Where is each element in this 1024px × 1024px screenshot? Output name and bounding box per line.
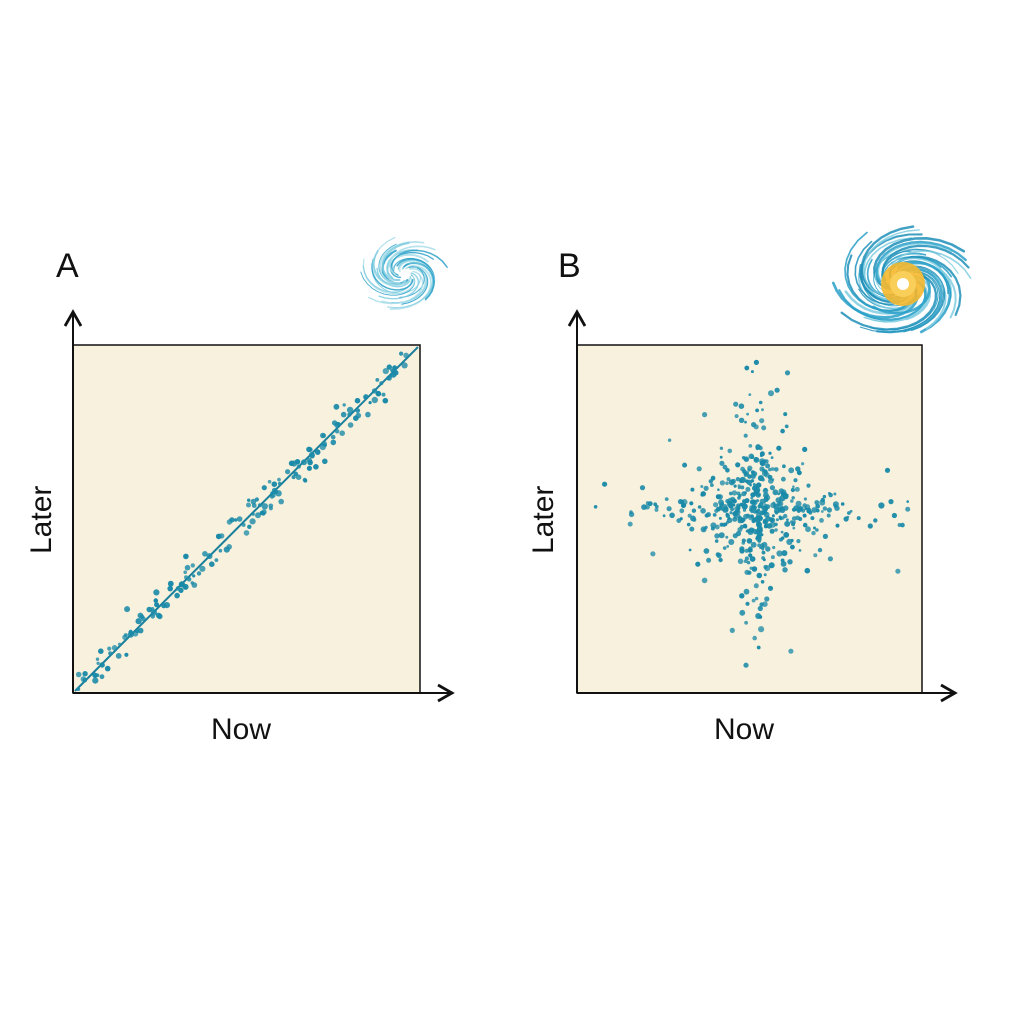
panel-b-xlabel: Now bbox=[714, 713, 775, 746]
panel-a-points bbox=[75, 351, 409, 691]
panel-a-xlabel: Now bbox=[211, 713, 272, 746]
panel-a-label: A bbox=[56, 247, 79, 285]
panel-b-label: B bbox=[558, 247, 581, 285]
panel-a bbox=[63, 309, 455, 703]
panel-b bbox=[567, 309, 958, 703]
cyclone-icon-small bbox=[360, 236, 448, 310]
cyclone-icon-large-orange-core bbox=[831, 225, 972, 334]
panel-b-points bbox=[593, 359, 911, 668]
